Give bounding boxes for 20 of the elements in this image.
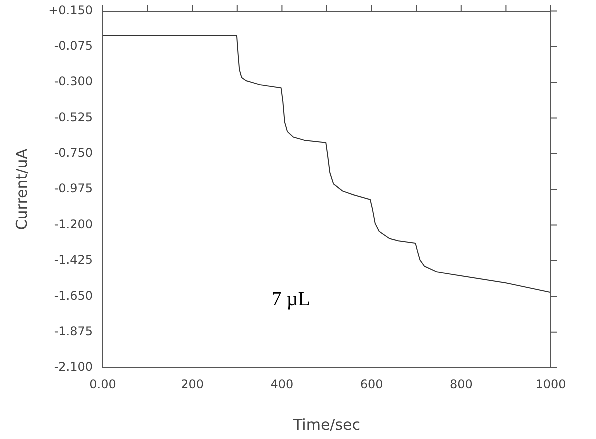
x-tick-label: 800 bbox=[450, 377, 473, 392]
y-tick-label: -1.200 bbox=[54, 217, 93, 232]
y-tick-label: -0.750 bbox=[54, 146, 93, 160]
y-tick-label: -1.425 bbox=[54, 253, 93, 268]
y-tick-label: -0.525 bbox=[54, 110, 93, 124]
y-tick-label: -0.300 bbox=[54, 74, 93, 89]
x-tick-label: 600 bbox=[360, 377, 384, 392]
y-tick-label: +0.150 bbox=[48, 3, 93, 18]
y-tick-label: -1.650 bbox=[54, 288, 93, 303]
x-tick-label: 0.00 bbox=[90, 377, 116, 392]
annotation: 7 µL bbox=[272, 288, 311, 310]
x-tick-label: 400 bbox=[270, 377, 294, 392]
y-tick-label: -0.075 bbox=[54, 39, 93, 54]
x-tick-label: 1000 bbox=[536, 377, 566, 392]
y-tick-label: -1.875 bbox=[54, 324, 93, 338]
x-axis-title: Time/sec bbox=[292, 416, 361, 434]
x-tick-label: 200 bbox=[181, 377, 204, 392]
y-tick-label: -0.975 bbox=[54, 182, 93, 196]
y-tick-label: -2.100 bbox=[54, 360, 93, 374]
y-axis-title: Current/uA bbox=[12, 148, 31, 230]
